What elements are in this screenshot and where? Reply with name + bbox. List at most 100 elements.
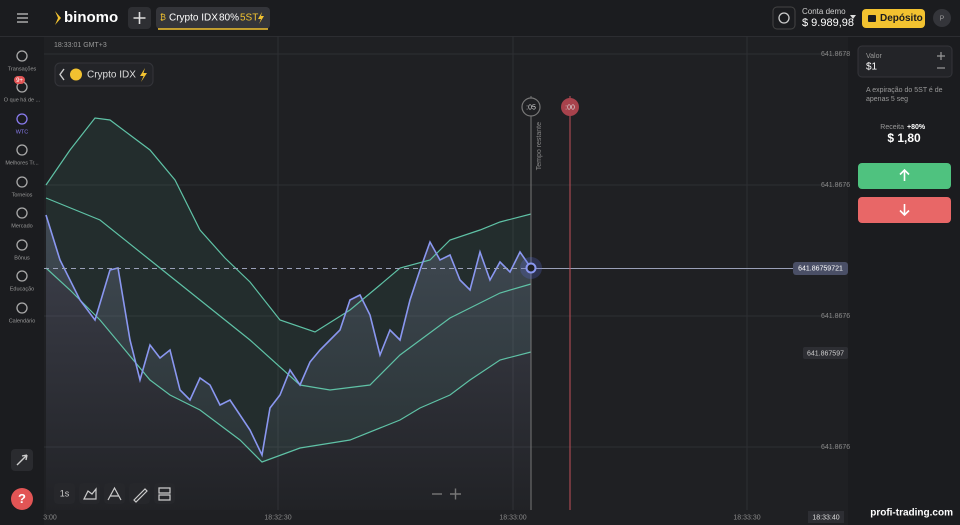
price-label: 641.8676	[821, 182, 850, 189]
price-area	[46, 215, 531, 510]
expiry-timer: :00	[565, 104, 575, 111]
bolt-icon	[258, 12, 264, 24]
sidebar-label[interactable]: Educação	[10, 286, 34, 292]
chart-type-icon	[83, 487, 97, 500]
indicators-button[interactable]	[104, 483, 125, 504]
sidebar-label[interactable]: WTC	[16, 129, 29, 135]
logo-icon	[55, 11, 61, 25]
time-label: 18:33:30	[733, 514, 760, 521]
price-label: 641.8678	[821, 51, 850, 58]
current-price-box	[793, 262, 848, 275]
income: $ 1,80	[887, 131, 921, 145]
expiry-circle	[561, 98, 579, 116]
sidebar-label[interactable]: Torneios	[12, 192, 33, 198]
back-icon[interactable]	[59, 68, 65, 81]
time-axis: 3:00 18:32:30 18:33:00 18:33:30	[43, 514, 761, 521]
menu-icon[interactable]	[17, 13, 28, 23]
time-label: 3:00	[43, 514, 57, 521]
sidebar-label[interactable]: Mercado	[11, 223, 32, 229]
layout-icon	[158, 487, 171, 501]
sidebar-icon[interactable]	[16, 50, 28, 62]
current-point	[525, 262, 537, 274]
current-time-box	[808, 511, 844, 523]
asset-expiry: 5ST	[240, 13, 258, 24]
chart-asset-box[interactable]	[54, 62, 154, 87]
trade-panel	[848, 36, 960, 525]
sidebar-label[interactable]: O que há de ...	[4, 97, 41, 103]
help-button[interactable]	[11, 488, 33, 510]
timer: :05	[526, 104, 536, 111]
timer-circle	[521, 97, 541, 117]
sidebar-icon[interactable]	[16, 144, 28, 156]
badge-bg	[14, 76, 25, 84]
refresh-button[interactable]	[772, 6, 796, 30]
current-price: 641.86759721	[798, 265, 843, 272]
account-label: Conta demo	[802, 7, 846, 16]
avatar-letter: P	[940, 15, 945, 22]
sidebar-icon[interactable]	[16, 302, 28, 314]
interval-button[interactable]	[54, 483, 75, 504]
sidebar-icon[interactable]	[16, 113, 28, 125]
sidebar-icon[interactable]	[16, 239, 28, 251]
up-arrow	[899, 168, 910, 181]
timestamp: 18:33:01 GMT+3	[54, 42, 107, 49]
chart-bolt-icon	[140, 68, 147, 82]
chart-type-button[interactable]	[79, 483, 100, 504]
drawing-button[interactable]	[129, 483, 150, 504]
help-icon: ?	[18, 491, 26, 506]
time-label: 18:32:30	[264, 514, 291, 521]
drawing-icon	[133, 488, 148, 503]
sidebar-icon[interactable]	[16, 207, 28, 219]
asset-logo	[70, 68, 82, 81]
deposit-label: Depósito	[880, 13, 923, 24]
income-label: Receita	[880, 124, 904, 131]
amount-label: Valor	[866, 53, 882, 60]
sidebar-label[interactable]: Transações	[8, 66, 37, 72]
current-time: 18:33:40	[812, 514, 839, 521]
balance-dropdown[interactable]	[850, 15, 856, 19]
down-arrow	[899, 204, 910, 217]
expiry-note-1: A expiração do 5ST é de	[866, 87, 943, 94]
price-label: 641.8676	[821, 313, 850, 320]
badge: 9+	[16, 78, 23, 84]
deposit-button[interactable]	[862, 9, 925, 28]
expiry-note-2: apenas 5 seg	[866, 96, 908, 103]
chart-asset-name: Crypto IDX	[87, 70, 136, 81]
zoom-in[interactable]	[450, 488, 461, 500]
time-label: 18:33:00	[499, 514, 526, 521]
amount: $1	[866, 62, 878, 73]
sidebar-icon[interactable]	[16, 270, 28, 282]
rocket-icon	[16, 454, 28, 466]
sidebar-label[interactable]: Bônus	[14, 255, 30, 261]
price-line	[45, 214, 532, 458]
amount-plus[interactable]	[937, 52, 945, 60]
sidebar-items: Transações O que há de ... WTC Melhores Tr.…	[4, 50, 41, 324]
interval: 1s	[60, 488, 70, 498]
asset-tab[interactable]	[156, 7, 270, 29]
income-percent: +80%	[907, 124, 926, 131]
sidebar-icon[interactable]	[16, 176, 28, 188]
balance[interactable]: $ 9.989,98	[802, 17, 854, 29]
refresh-icon	[778, 12, 790, 24]
indicators-icon	[107, 486, 122, 501]
asset-payout: 80%	[219, 13, 239, 24]
asset-name: Crypto IDX	[169, 13, 218, 24]
wallet-icon	[868, 15, 876, 22]
strike-price: 641.867597	[807, 350, 844, 357]
watermark: profi-trading.com	[870, 508, 953, 519]
price-label: 641.8676	[821, 444, 850, 451]
asset-icon: ₿	[160, 13, 166, 22]
amount-input[interactable]	[857, 45, 953, 78]
sidebar-label[interactable]: Calendário	[9, 318, 36, 324]
remaining-label: Tempo restante	[536, 122, 543, 170]
avatar[interactable]	[933, 9, 951, 27]
bollinger-bands	[45, 117, 532, 463]
plus-icon	[133, 12, 146, 24]
sidebar-label[interactable]: Melhores Tr...	[5, 160, 39, 166]
strike-price-box	[803, 347, 848, 359]
price-axis: 641.8678 641.8676 641.8676 641.8676	[821, 51, 850, 451]
logo[interactable]: binomo	[64, 9, 118, 26]
